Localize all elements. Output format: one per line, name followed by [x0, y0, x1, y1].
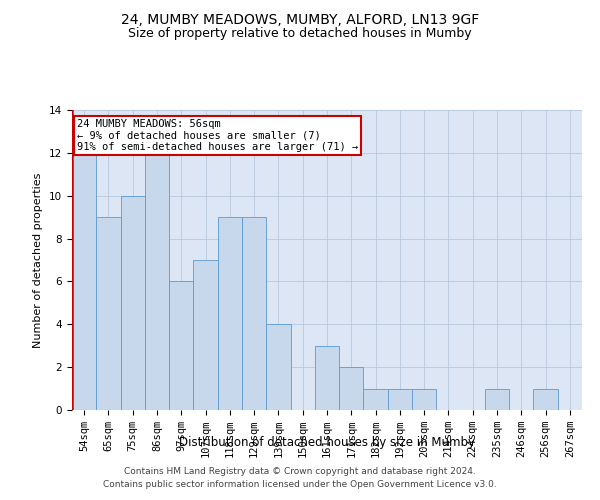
Text: Contains public sector information licensed under the Open Government Licence v3: Contains public sector information licen…	[103, 480, 497, 489]
Text: 24 MUMBY MEADOWS: 56sqm
← 9% of detached houses are smaller (7)
91% of semi-deta: 24 MUMBY MEADOWS: 56sqm ← 9% of detached…	[77, 119, 358, 152]
Bar	[242, 217, 266, 410]
Y-axis label: Number of detached properties: Number of detached properties	[34, 172, 43, 348]
Bar	[339, 367, 364, 410]
Bar	[145, 153, 169, 410]
Bar	[193, 260, 218, 410]
Bar	[121, 196, 145, 410]
Bar	[315, 346, 339, 410]
Bar	[96, 217, 121, 410]
Bar	[412, 388, 436, 410]
Bar	[169, 282, 193, 410]
Text: Contains HM Land Registry data © Crown copyright and database right 2024.: Contains HM Land Registry data © Crown c…	[124, 467, 476, 476]
Text: Size of property relative to detached houses in Mumby: Size of property relative to detached ho…	[128, 28, 472, 40]
Bar	[388, 388, 412, 410]
Bar	[72, 153, 96, 410]
Bar	[218, 217, 242, 410]
Bar	[485, 388, 509, 410]
Bar	[533, 388, 558, 410]
Text: 24, MUMBY MEADOWS, MUMBY, ALFORD, LN13 9GF: 24, MUMBY MEADOWS, MUMBY, ALFORD, LN13 9…	[121, 12, 479, 26]
Bar	[266, 324, 290, 410]
Text: Distribution of detached houses by size in Mumby: Distribution of detached houses by size …	[179, 436, 475, 449]
Bar	[364, 388, 388, 410]
